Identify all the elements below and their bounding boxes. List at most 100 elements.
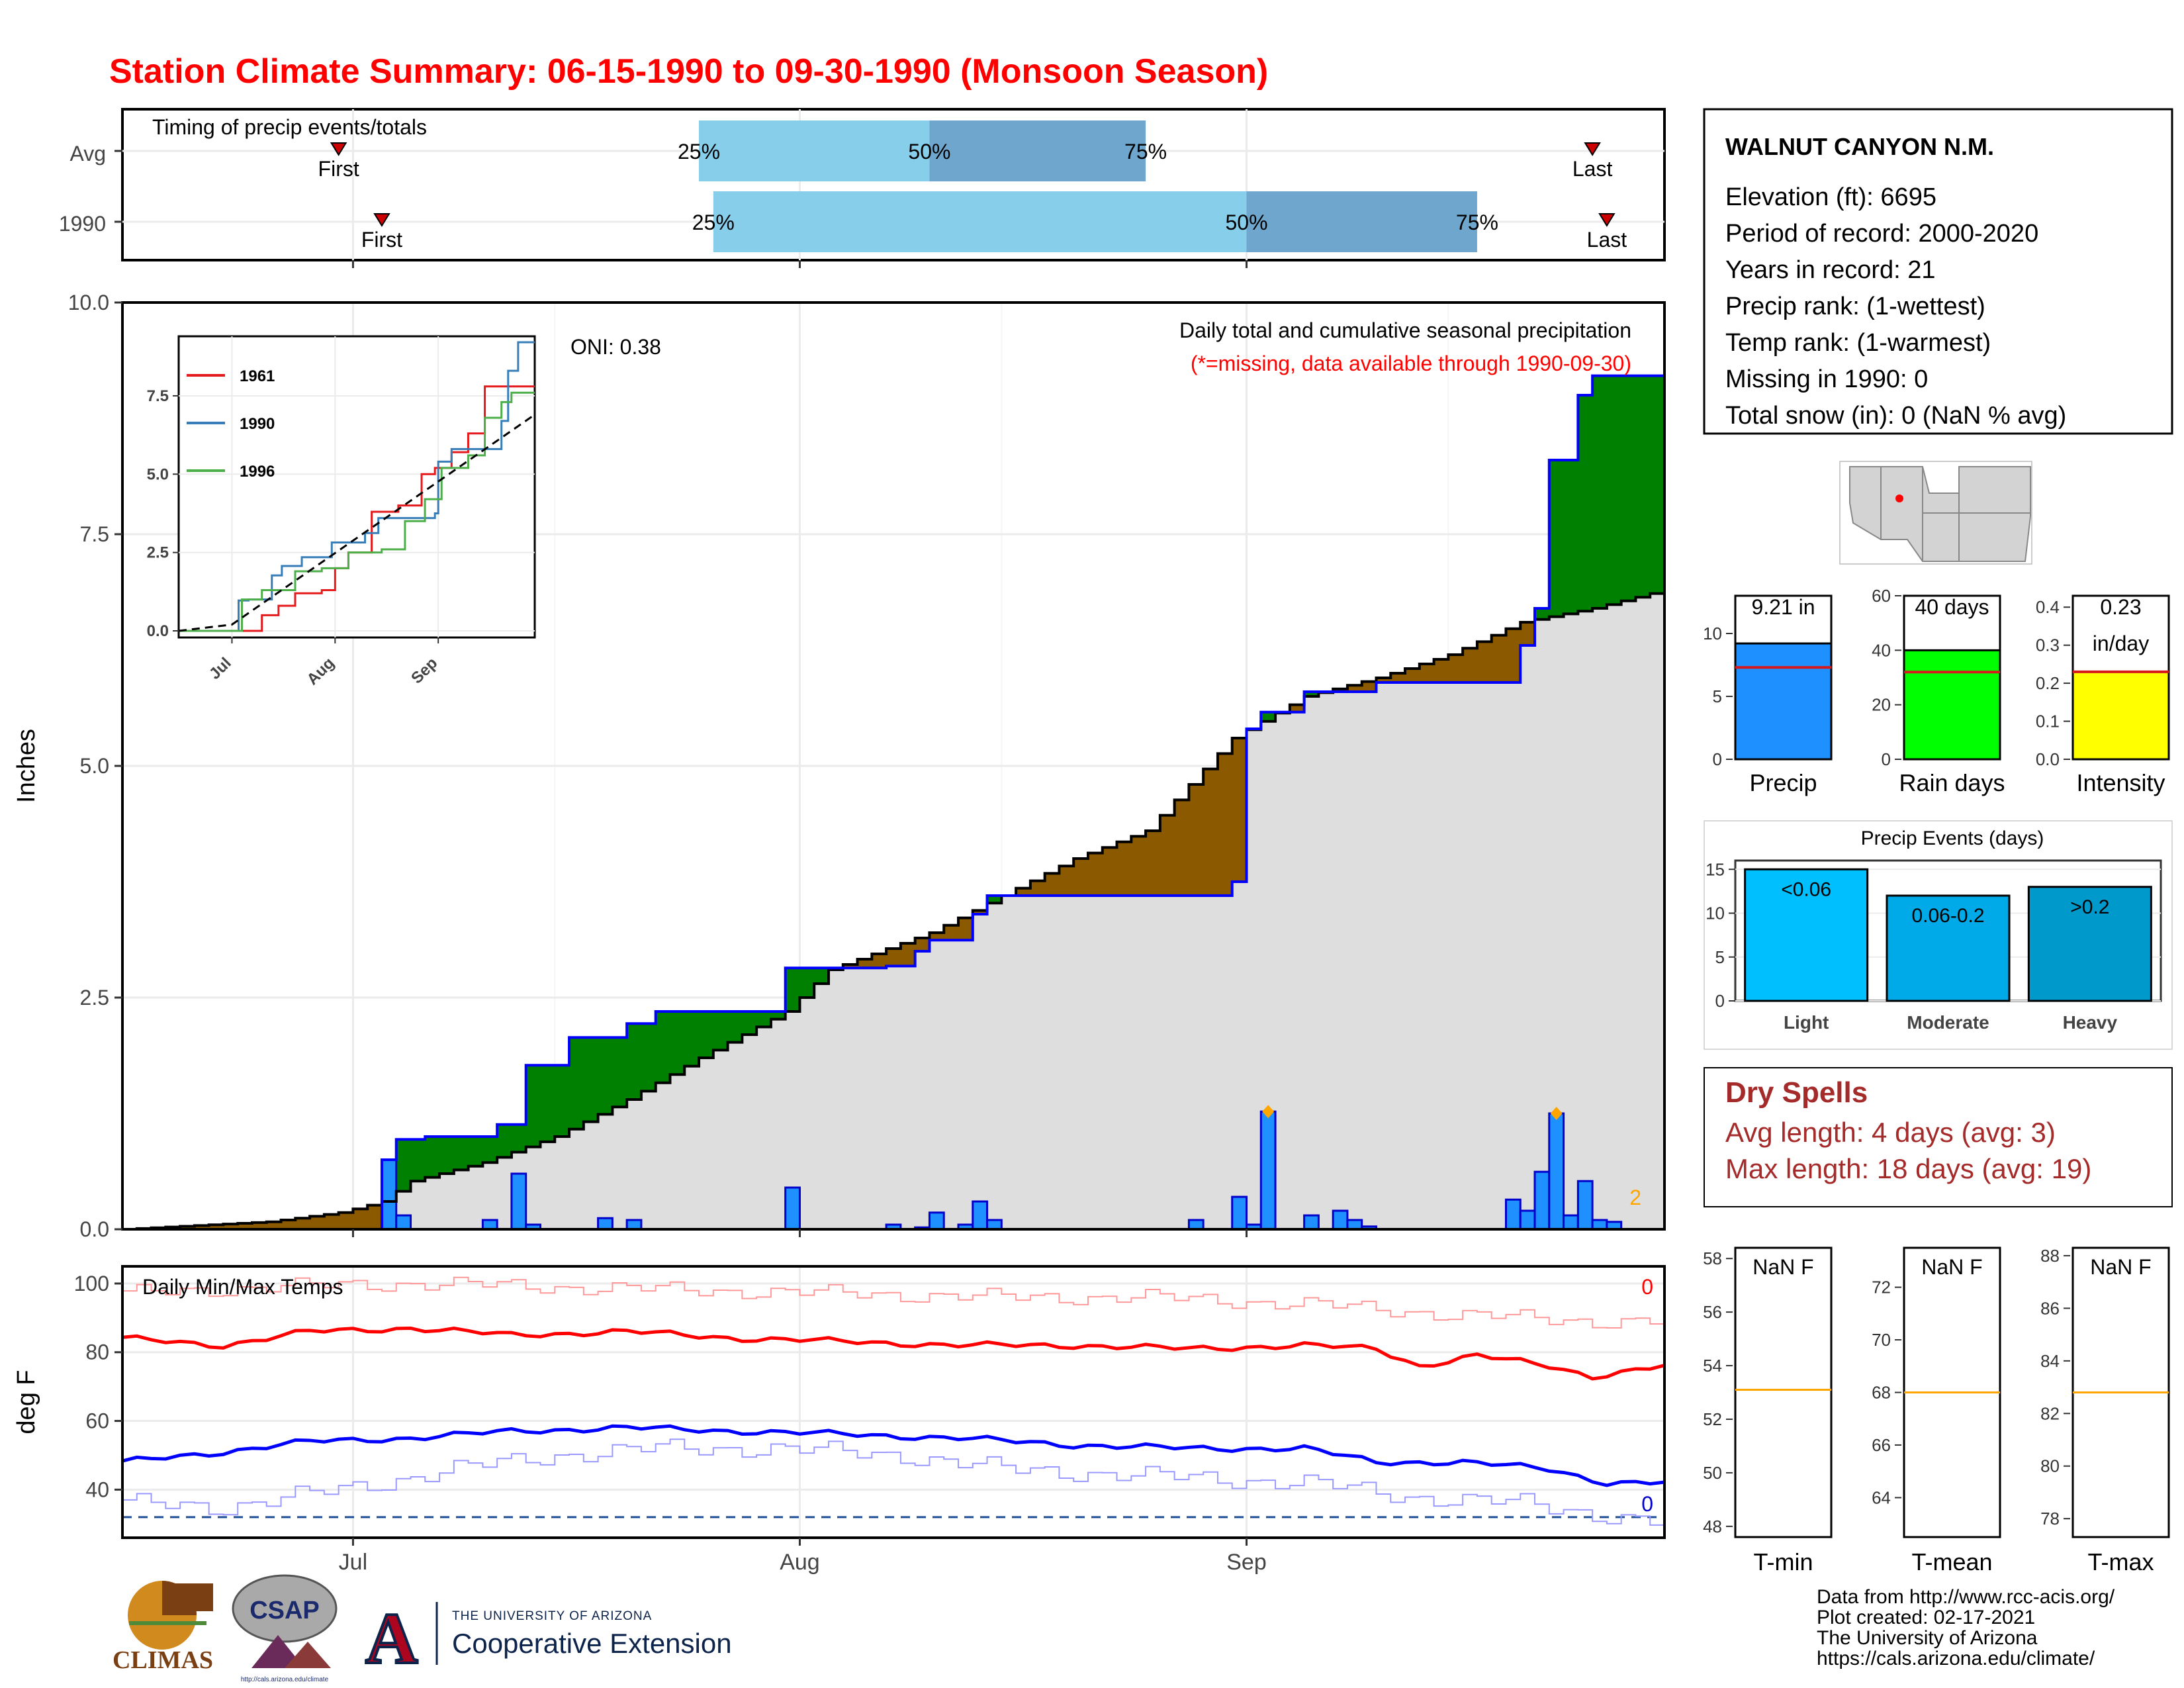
precip-events-bar-label-Heavy: >0.2 bbox=[2070, 896, 2109, 918]
daily-precip-bar bbox=[381, 1158, 398, 1231]
daily-precip-bar bbox=[1519, 1209, 1536, 1231]
daily-precip-bar bbox=[1504, 1198, 1522, 1231]
below-average-area bbox=[295, 1218, 310, 1229]
above-average-area bbox=[699, 1011, 714, 1058]
above-average-area bbox=[1563, 460, 1578, 614]
precip-events-title: Precip Events (days) bbox=[1861, 827, 2044, 849]
precip-events-bar-Heavy bbox=[2027, 886, 2152, 1002]
inset-y-tick-label: 0.0 bbox=[147, 622, 169, 640]
above-average-area bbox=[684, 1011, 700, 1066]
above-average-area bbox=[540, 1065, 555, 1142]
daily-precip-bar bbox=[1576, 1180, 1594, 1231]
precip-events-y-tick-label: 0 bbox=[1715, 991, 1725, 1011]
daily-precip-bar bbox=[395, 1214, 412, 1231]
below-average-area bbox=[1232, 738, 1248, 882]
precip-events-y-tick-label: 15 bbox=[1706, 859, 1725, 879]
below-average-area bbox=[929, 933, 944, 941]
timing-q50-label: 50% bbox=[908, 140, 950, 164]
summary-bar-y-tick-label: 0 bbox=[1713, 749, 1722, 769]
temp-box-y-tick-label: 70 bbox=[1872, 1330, 1891, 1350]
summary-bar-value-Intensity: in/day bbox=[2093, 632, 2149, 655]
station-detail-line: Temp rank: (1-warmest) bbox=[1725, 329, 1991, 357]
station-detail-line: Total snow (in): 0 (NaN % avg) bbox=[1725, 402, 2066, 430]
above-average-area bbox=[713, 1011, 729, 1051]
below-average-area bbox=[1189, 784, 1204, 896]
temp-box-y-tick-label: 56 bbox=[1703, 1302, 1722, 1322]
summary-bar-y-tick-label: 0.0 bbox=[2036, 749, 2060, 769]
temp-y-ticks: 40 60 80 100 bbox=[74, 1272, 122, 1501]
precip-y-ticks: 0.0 2.5 5.0 7.5 10.0 bbox=[68, 291, 122, 1241]
summary-bar-y-tick-label: 5 bbox=[1713, 686, 1722, 706]
below-average-area bbox=[324, 1214, 340, 1229]
credit-line: https://cals.arizona.edu/climate/ bbox=[1817, 1648, 2095, 1669]
daily-precip-bar bbox=[784, 1186, 801, 1231]
inset-legend-label-1961: 1961 bbox=[240, 367, 275, 385]
above-average-area bbox=[525, 1065, 541, 1147]
inset-average-line bbox=[178, 414, 535, 632]
precip-events-bar-label-Moderate: 0.06-0.2 bbox=[1911, 905, 1984, 927]
season-summary-bars: 9.21 in 0 5 10 Precip 40 days 0 20 40 60 Rain days… bbox=[1703, 586, 2170, 796]
min-count-label: 0 bbox=[1641, 1492, 1653, 1516]
date-x-axis: Jul Aug Sep bbox=[339, 1229, 1267, 1575]
below-average-area bbox=[310, 1216, 325, 1229]
above-average-area bbox=[569, 1037, 584, 1129]
above-average-area bbox=[555, 1065, 570, 1137]
below-average-area bbox=[281, 1220, 296, 1229]
climas-logo: CLIMAS bbox=[113, 1581, 213, 1674]
below-average-area bbox=[886, 949, 901, 966]
temp-box-y-tick-label: 82 bbox=[2040, 1403, 2060, 1423]
above-average-area bbox=[1606, 375, 1622, 605]
csap-logo-text: CSAP bbox=[250, 1597, 320, 1624]
above-average-area bbox=[410, 1139, 426, 1182]
station-info: WALNUT CANYON N.M. Elevation (ft): 6695 P… bbox=[1703, 108, 2173, 435]
below-average-area bbox=[1289, 704, 1305, 712]
university-of-arizona-logo: A THE UNIVERSITY OF ARIZONA Cooperative … bbox=[364, 1597, 732, 1680]
inset-legend-label-1990: 1990 bbox=[240, 415, 275, 433]
below-average-area bbox=[972, 910, 988, 914]
timing-last-marker bbox=[1584, 142, 1601, 156]
temp-box-y-tick-label: 58 bbox=[1703, 1248, 1722, 1268]
station-detail-line: Precip rank: (1-wettest) bbox=[1725, 293, 1985, 320]
timing-bar-q50-q75 bbox=[929, 120, 1146, 181]
precip-y-tick-label: 2.5 bbox=[80, 986, 109, 1009]
below-average-area bbox=[1102, 847, 1118, 896]
inset-legend: 1961 1990 1996 bbox=[187, 367, 275, 481]
above-average-area bbox=[670, 1011, 685, 1075]
temp-box-y-tick-label: 86 bbox=[2040, 1298, 2060, 1318]
precip-y-tick-label: 5.0 bbox=[80, 754, 109, 778]
timing-q75-label: 75% bbox=[1456, 211, 1498, 234]
above-average-area bbox=[727, 1011, 743, 1043]
temp-box-y-tick-label: 50 bbox=[1703, 1463, 1722, 1483]
daily-precip-bar bbox=[1303, 1214, 1320, 1231]
date-x-tick-label: Jul bbox=[339, 1550, 367, 1575]
cumulative-lines bbox=[122, 374, 1664, 1231]
above-average-area bbox=[425, 1137, 440, 1178]
precip-events-chart: Precip Events (days) 0 5 10 15 <0.06 Light 0.0… bbox=[1704, 820, 2173, 1050]
temp-gridlines bbox=[122, 1266, 1664, 1538]
inset-y-tick-label: 7.5 bbox=[147, 387, 169, 405]
precip-events-category-Light: Light bbox=[1784, 1012, 1829, 1033]
precip-y-tick-label: 7.5 bbox=[80, 522, 109, 546]
below-average-area bbox=[238, 1223, 253, 1229]
below-average-area bbox=[1016, 888, 1031, 896]
below-average-area bbox=[1433, 659, 1449, 682]
daily-precip-bar bbox=[972, 1200, 989, 1231]
below-average-area bbox=[1520, 622, 1535, 645]
timing-last-label: Last bbox=[1572, 157, 1613, 181]
inset-legend-label-1996: 1996 bbox=[240, 463, 275, 481]
summary-bar-y-tick-label: 20 bbox=[1872, 695, 1891, 715]
below-average-area bbox=[194, 1225, 210, 1229]
below-average-area bbox=[842, 964, 858, 968]
timing-first-label: First bbox=[361, 228, 402, 252]
ua-small-text: THE UNIVERSITY OF ARIZONA bbox=[452, 1609, 652, 1623]
above-average-area bbox=[814, 968, 829, 984]
date-x-tick-label: Sep bbox=[1226, 1550, 1267, 1575]
summary-bar-value-Precip: 9.21 in bbox=[1751, 595, 1815, 619]
above-average-area bbox=[799, 968, 815, 998]
summary-bar-label-Intensity: Intensity bbox=[2076, 769, 2165, 796]
below-average-area bbox=[223, 1224, 238, 1229]
credit-line: Plot created: 02-17-2021 bbox=[1817, 1607, 2035, 1628]
temp-lines bbox=[122, 1276, 1665, 1526]
above-average-area bbox=[1549, 460, 1565, 617]
precip-areas bbox=[122, 375, 1665, 1229]
